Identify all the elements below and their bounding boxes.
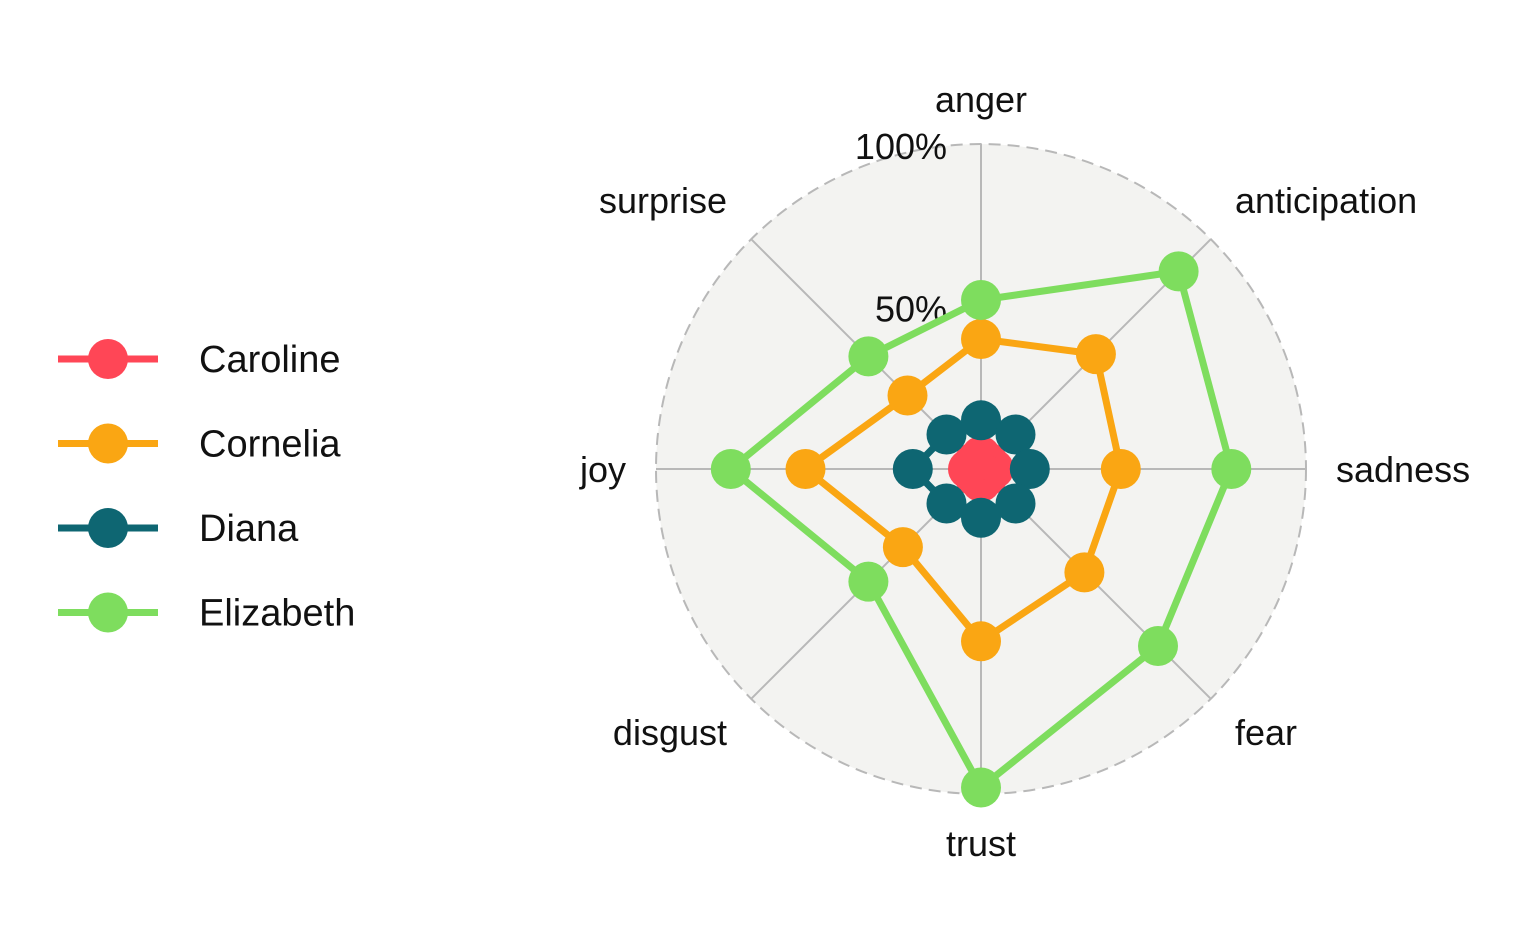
point-elizabeth-anticipation: [1158, 251, 1199, 292]
point-diana-anticipation: [995, 414, 1036, 455]
axis-label-anger: anger: [935, 79, 1027, 120]
point-elizabeth-joy: [710, 449, 751, 489]
axis-label-fear: fear: [1235, 712, 1297, 753]
radial-tick-label: 100%: [855, 126, 947, 167]
point-diana-fear: [995, 483, 1036, 524]
axis-labels: anger anticipation sadness fear trust disgust…: [579, 79, 1470, 864]
series-caroline: [948, 436, 1014, 502]
point-cornelia-surprise: [887, 375, 928, 416]
legend-item-cornelia: Cornelia: [58, 423, 341, 466]
point-cornelia-trust: [961, 621, 1001, 662]
point-diana-sadness: [1009, 449, 1050, 489]
point-cornelia-anticipation: [1075, 334, 1116, 375]
point-diana-joy: [892, 449, 933, 489]
legend-label-elizabeth: Elizabeth: [199, 593, 355, 635]
point-cornelia-anger: [961, 319, 1001, 359]
legend-label-cornelia: Cornelia: [199, 424, 341, 466]
axis-label-joy: joy: [579, 449, 626, 490]
point-cornelia-sadness: [1100, 449, 1141, 489]
point-cornelia-disgust: [882, 527, 923, 568]
point-elizabeth-trust: [961, 767, 1001, 808]
axis-label-surprise: surprise: [599, 180, 727, 221]
series-layer: [710, 251, 1252, 808]
legend-item-elizabeth: Elizabeth: [58, 592, 355, 635]
point-elizabeth-fear: [1138, 626, 1178, 666]
point-cornelia-fear: [1064, 552, 1105, 593]
series-diana: [892, 400, 1050, 538]
axis-label-sadness: sadness: [1336, 449, 1470, 490]
point-cornelia-joy: [785, 449, 826, 489]
legend-marker-caroline: [88, 339, 128, 379]
series-cornelia: [785, 319, 1141, 662]
legend-marker-cornelia: [88, 423, 128, 464]
legend-label-caroline: Caroline: [199, 339, 341, 381]
point-elizabeth-disgust: [848, 561, 889, 602]
legend: Caroline Cornelia Diana Elizabeth: [58, 339, 355, 635]
point-elizabeth-anger: [961, 280, 1001, 320]
point-elizabeth-sadness: [1211, 449, 1252, 489]
point-diana-disgust: [926, 483, 967, 524]
point-caroline-surprise: [954, 442, 995, 483]
legend-marker-diana: [88, 508, 128, 548]
legend-item-diana: Diana: [58, 508, 299, 550]
point-diana-surprise: [926, 414, 967, 455]
point-diana-trust: [961, 497, 1001, 538]
axis-label-trust: trust: [946, 823, 1016, 864]
legend-item-caroline: Caroline: [58, 339, 341, 381]
legend-marker-elizabeth: [88, 592, 128, 633]
point-elizabeth-surprise: [848, 336, 889, 377]
point-diana-anger: [961, 400, 1001, 441]
outer-ring: [655, 143, 1307, 795]
legend-label-diana: Diana: [199, 508, 299, 550]
axis-label-disgust: disgust: [613, 712, 727, 753]
series-elizabeth: [710, 251, 1252, 808]
axis-label-anticipation: anticipation: [1235, 180, 1417, 221]
